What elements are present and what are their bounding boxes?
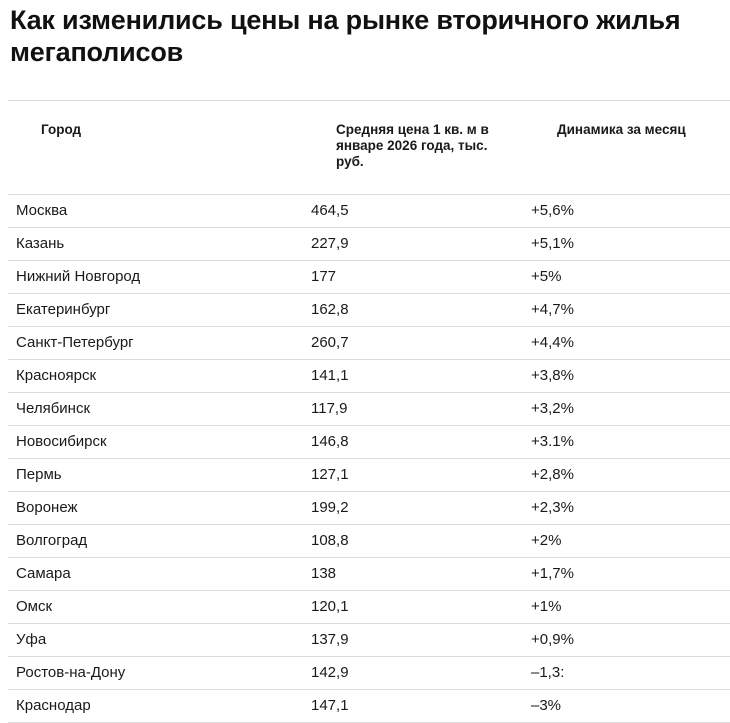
table-row: Санкт-Петербург 260,7 +4,4% bbox=[8, 327, 730, 360]
cell-city: Волгоград bbox=[16, 532, 88, 549]
cell-price: 177 bbox=[311, 268, 337, 285]
cell-price: 227,9 bbox=[311, 235, 349, 252]
cell-dynamics: +5,6% bbox=[531, 202, 574, 219]
cell-price: 127,1 bbox=[311, 466, 349, 483]
cell-price: 137,9 bbox=[311, 631, 349, 648]
cell-city: Екатеринбург bbox=[16, 301, 111, 318]
table-row: Краснодар 147,1 –3% bbox=[8, 690, 730, 723]
cell-city: Казань bbox=[16, 235, 65, 252]
cell-city: Нижний Новгород bbox=[16, 268, 141, 285]
table-row: Омск 120,1 +1% bbox=[8, 591, 730, 624]
cell-city: Ростов-на-Дону bbox=[16, 664, 126, 681]
table-row: Екатеринбург 162,8 +4,7% bbox=[8, 294, 730, 327]
header-city: Город bbox=[41, 122, 82, 137]
table-row: Уфа 137,9 +0,9% bbox=[8, 624, 730, 657]
cell-price: 120,1 bbox=[311, 598, 349, 615]
header-price: Средняя цена 1 кв. м в январе 2026 года,… bbox=[336, 122, 489, 169]
cell-price: 117,9 bbox=[311, 400, 348, 417]
cell-dynamics: +2% bbox=[531, 532, 562, 549]
cell-city: Москва bbox=[16, 202, 68, 219]
cell-city: Пермь bbox=[16, 466, 62, 483]
table-row: Пермь 127,1 +2,8% bbox=[8, 459, 730, 492]
cell-price: 162,8 bbox=[311, 301, 349, 318]
cell-dynamics: +4,4% bbox=[531, 334, 574, 351]
page-title: Как изменились цены на рынке вторичного … bbox=[10, 5, 681, 67]
cell-dynamics: +5% bbox=[531, 268, 562, 285]
cell-city: Красноярск bbox=[16, 367, 97, 384]
cell-city: Самара bbox=[16, 565, 71, 582]
cell-dynamics: +2,8% bbox=[531, 466, 574, 483]
cell-dynamics: +1,7% bbox=[531, 565, 574, 582]
cell-dynamics: +0,9% bbox=[531, 631, 574, 648]
cell-price: 142,9 bbox=[311, 664, 349, 681]
cell-dynamics: +3,2% bbox=[531, 400, 574, 417]
cell-dynamics: –1,3: bbox=[531, 664, 565, 681]
cell-dynamics: +1% bbox=[531, 598, 562, 615]
cell-city: Омск bbox=[16, 598, 53, 615]
cell-price: 464,5 bbox=[311, 202, 349, 219]
table-header: Город Средняя цена 1 кв. м в январе 2026… bbox=[8, 101, 730, 195]
cell-city: Краснодар bbox=[16, 697, 91, 714]
table-body: Москва 464,5 +5,6% Казань 227,9 +5,1% Нижний Н… bbox=[8, 195, 730, 723]
cell-dynamics: –3% bbox=[531, 697, 562, 714]
table-row: Ростов-на-Дону 142,9 –1,3: bbox=[8, 657, 730, 690]
cell-price: 260,7 bbox=[311, 334, 349, 351]
table-row: Челябинск 117,9 +3,2% bbox=[8, 393, 730, 426]
cell-price: 138 bbox=[311, 565, 337, 582]
cell-city: Новосибирск bbox=[16, 433, 107, 450]
header-dynamics: Динамика за месяц bbox=[557, 122, 686, 137]
cell-dynamics: +2,3% bbox=[531, 499, 574, 516]
cell-price: 147,1 bbox=[311, 697, 349, 714]
table-row: Самара 138 +1,7% bbox=[8, 558, 730, 591]
table-row: Воронеж 199,2 +2,3% bbox=[8, 492, 730, 525]
cell-dynamics: +4,7% bbox=[531, 301, 574, 318]
table-row: Красноярск 141,1 +3,8% bbox=[8, 360, 730, 393]
cell-dynamics: +3,8% bbox=[531, 367, 574, 384]
cell-price: 141,1 bbox=[311, 367, 349, 384]
cell-city: Уфа bbox=[16, 631, 47, 648]
cell-dynamics: +5,1% bbox=[531, 235, 574, 252]
table-row: Москва 464,5 +5,6% bbox=[8, 195, 730, 228]
table-row: Нижний Новгород 177 +5% bbox=[8, 261, 730, 294]
cell-price: 146,8 bbox=[311, 433, 349, 450]
cell-city: Санкт-Петербург bbox=[16, 334, 134, 351]
table-row: Казань 227,9 +5,1% bbox=[8, 228, 730, 261]
table-row: Новосибирск 146,8 +3.1% bbox=[8, 426, 730, 459]
cell-price: 199,2 bbox=[311, 499, 349, 516]
cell-city: Челябинск bbox=[16, 400, 91, 417]
table-row: Волгоград 108,8 +2% bbox=[8, 525, 730, 558]
cell-dynamics: +3.1% bbox=[531, 433, 574, 450]
price-table: Город Средняя цена 1 кв. м в январе 2026… bbox=[8, 100, 730, 723]
cell-city: Воронеж bbox=[16, 499, 78, 516]
cell-price: 108,8 bbox=[311, 532, 349, 549]
